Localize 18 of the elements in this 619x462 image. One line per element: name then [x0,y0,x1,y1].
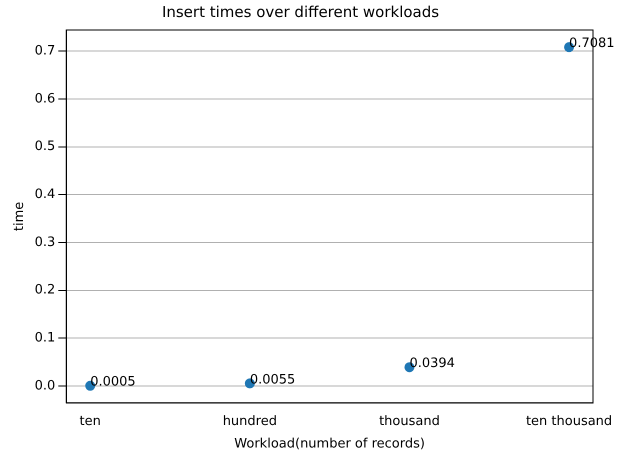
x-tick-label: ten thousand [526,414,612,429]
y-tick-label: 0.0 [34,378,56,394]
y-tick-label: 0.6 [34,91,56,106]
chart-title: Insert times over different workloads [162,2,440,21]
data-label: 0.0055 [250,372,296,388]
x-axis-title: Workload(number of records) [234,436,425,452]
y-tick-label: 0.3 [34,234,56,250]
y-tick-label: 0.4 [34,187,56,202]
x-tick-label: ten [80,414,101,429]
x-tick-label: hundred [222,414,277,429]
y-tick-label: 0.5 [34,139,56,154]
data-label: 0.0394 [409,356,455,372]
y-tick-label: 0.7 [34,43,56,58]
y-tick-label: 0.2 [34,282,56,298]
y-axis-title: time [12,202,28,232]
data-label: 0.0005 [90,374,136,390]
y-tick-label: 0.1 [34,330,56,346]
x-tick-label: thousand [379,414,440,429]
